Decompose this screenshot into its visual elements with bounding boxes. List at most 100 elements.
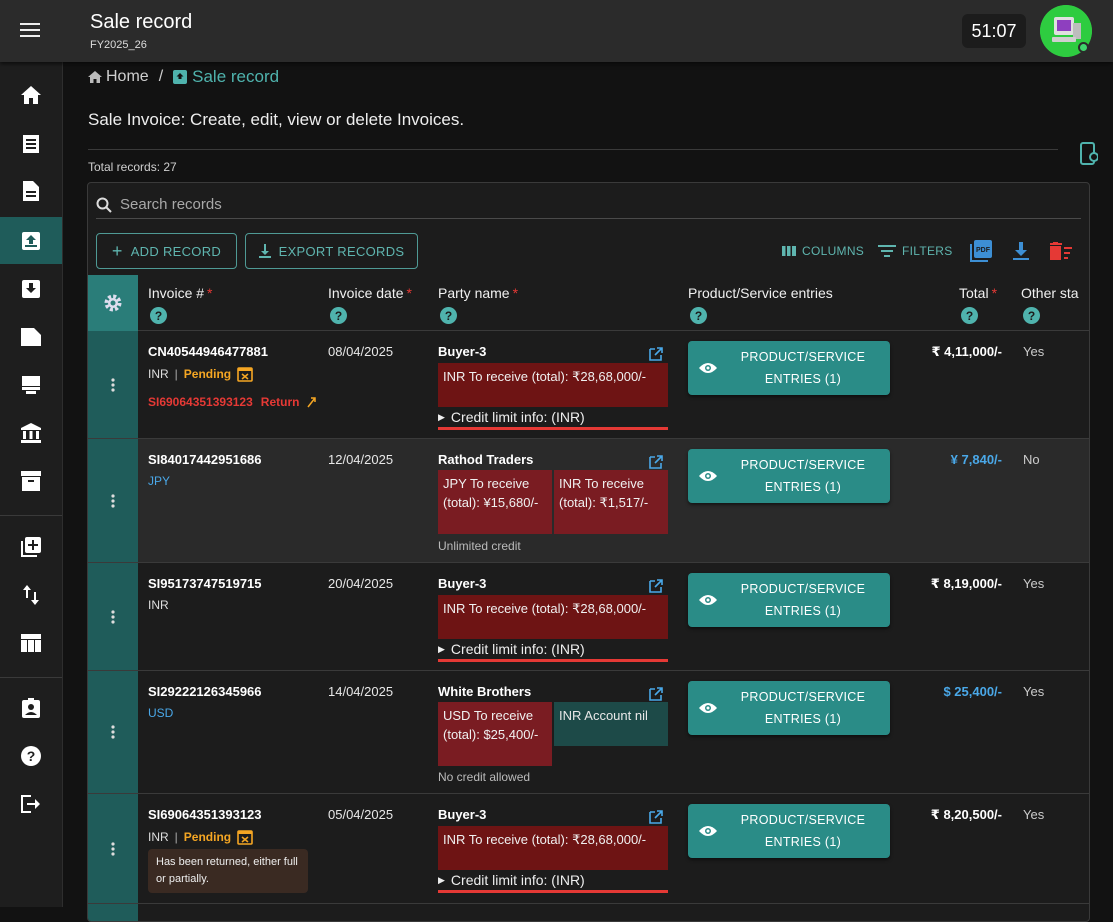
search-input[interactable] (120, 196, 820, 213)
party-name[interactable]: Rathod Traders (438, 452, 534, 467)
pdf-icon[interactable]: PDF (969, 239, 993, 263)
return-reference[interactable]: SI69064351393123 Return (148, 395, 317, 409)
entries-label-line2: ENTRIES (1) (764, 712, 842, 726)
delete-sweep-icon[interactable] (1049, 239, 1073, 263)
help-icon[interactable]: ? (1023, 307, 1040, 324)
party-name[interactable]: Buyer-3 (438, 344, 487, 359)
add-record-label: ADD RECORD (130, 243, 222, 259)
svg-text:PDF: PDF (976, 247, 991, 254)
entries-label-line1: PRODUCT/SERVICE (740, 350, 866, 364)
download-icon[interactable] (1009, 239, 1033, 263)
table-row[interactable]: SI84017442951686 JPY 12/04/2025 Rathod T… (88, 439, 1089, 563)
pos-icon[interactable] (0, 361, 62, 408)
table-row[interactable]: SI69064351393123 INR | Pending Has been re… (88, 794, 1089, 904)
help-icon[interactable]: ? (150, 307, 167, 324)
entries-label-line2: ENTRIES (1) (764, 372, 842, 386)
column-total[interactable]: Total * (959, 285, 997, 301)
entries-label: PRODUCT/SERVICE ENTRIES (1) (728, 578, 890, 622)
calendar-cancel-icon (237, 830, 253, 845)
archive-icon[interactable] (0, 457, 62, 504)
swap-icon[interactable] (0, 571, 62, 618)
help-icon[interactable]: ? (0, 732, 62, 779)
gear-icon[interactable] (88, 275, 138, 331)
party-name[interactable]: White Brothers (438, 684, 532, 699)
product-service-entries-button[interactable]: PRODUCT/SERVICE ENTRIES (1) (688, 449, 890, 503)
help-icon[interactable]: ? (961, 307, 978, 324)
open-in-new-icon[interactable] (648, 578, 664, 594)
open-in-new-icon[interactable] (648, 809, 664, 825)
invoice-currency: INR | Pending (148, 829, 253, 845)
app-bar: Sale record FY2025_26 51:07 (0, 0, 1113, 62)
credit-limit-toggle[interactable]: ▶ Credit limit info: (INR) (438, 872, 668, 888)
credit-limit-toggle[interactable]: ▶ Credit limit info: (INR) (438, 409, 668, 425)
product-service-entries-button[interactable]: PRODUCT/SERVICE ENTRIES (1) (688, 804, 890, 858)
credit-limit-toggle[interactable]: ▶ Credit limit info: (INR) (438, 641, 668, 657)
add-record-button[interactable]: + ADD RECORD (96, 233, 237, 269)
breadcrumb-home[interactable]: Home (88, 68, 149, 86)
column-party[interactable]: Party name * (438, 285, 518, 301)
invoice-currency: INR (148, 598, 169, 612)
invoice-currency[interactable]: USD (148, 706, 173, 720)
invoice-total: ₹ 8,19,000/- (930, 576, 1002, 591)
svg-text:?: ? (155, 309, 162, 323)
credit-limit-label: Credit limit info: (INR) (450, 641, 585, 657)
open-in-new-icon[interactable] (648, 454, 664, 470)
svg-text:?: ? (695, 309, 702, 323)
device-settings-icon[interactable] (1074, 138, 1104, 170)
row-actions-icon[interactable] (88, 794, 138, 903)
entries-label: PRODUCT/SERVICE ENTRIES (1) (728, 686, 890, 730)
help-icon[interactable]: ? (330, 307, 347, 324)
open-in-new-icon[interactable] (648, 686, 664, 702)
row-actions-icon[interactable] (88, 331, 138, 438)
invoice-number: SI95173747519715 (148, 576, 262, 591)
logout-icon[interactable] (0, 780, 62, 827)
required-mark: * (207, 285, 213, 301)
sale-record-icon[interactable] (0, 217, 62, 264)
document-icon[interactable] (0, 167, 62, 214)
table-row[interactable]: SI95173747519715 INR 20/04/2025 Buyer-3 … (88, 563, 1089, 671)
filters-button[interactable]: FILTERS (878, 239, 953, 263)
party-name[interactable]: Buyer-3 (438, 807, 487, 822)
row-actions-icon[interactable] (88, 439, 138, 562)
column-invoice[interactable]: Invoice # * (148, 285, 213, 301)
contact-icon[interactable] (0, 684, 62, 731)
column-entries[interactable]: Product/Service entries (688, 285, 833, 301)
table-row[interactable]: SI29222126345966 USD 14/04/2025 White Br… (88, 671, 1089, 794)
invoice-currency[interactable]: JPY (148, 474, 170, 488)
add-library-icon[interactable] (0, 523, 62, 570)
columns-button[interactable]: COLUMNS (782, 239, 864, 263)
row-actions-icon[interactable] (88, 671, 138, 793)
invoice-number: SI69064351393123 (148, 807, 262, 822)
column-other[interactable]: Other sta (1021, 285, 1079, 301)
table-row[interactable]: CN40544946477881 INR | Pending SI690643513… (88, 331, 1089, 439)
entries-label-line1: PRODUCT/SERVICE (740, 582, 866, 596)
row-actions-icon[interactable] (88, 563, 138, 670)
label-icon[interactable] (0, 313, 62, 360)
online-status-dot (1078, 42, 1089, 53)
home-icon[interactable] (0, 71, 62, 118)
required-mark: * (512, 285, 519, 301)
party-name[interactable]: Buyer-3 (438, 576, 487, 591)
invoice-date: 05/04/2025 (328, 807, 394, 822)
help-icon[interactable]: ? (690, 307, 707, 324)
product-service-entries-button[interactable]: PRODUCT/SERVICE ENTRIES (1) (688, 573, 890, 627)
amount-due: INR To receive (total): ₹28,68,000/- (438, 595, 668, 639)
entries-label-line1: PRODUCT/SERVICE (740, 690, 866, 704)
credit-note: Unlimited credit (438, 539, 521, 553)
purchase-record-icon[interactable] (0, 265, 62, 312)
product-service-entries-button[interactable]: PRODUCT/SERVICE ENTRIES (1) (688, 341, 890, 395)
receipt-icon[interactable] (0, 120, 62, 167)
table-icon[interactable] (0, 619, 62, 666)
entries-label: PRODUCT/SERVICE ENTRIES (1) (728, 809, 890, 853)
column-date[interactable]: Invoice date * (328, 285, 412, 301)
menu-icon[interactable] (12, 12, 48, 48)
credit-limit-label: Credit limit info: (INR) (450, 409, 585, 425)
help-icon[interactable]: ? (440, 307, 457, 324)
columns-label: COLUMNS (802, 244, 865, 258)
column-total-label: Total (959, 285, 989, 301)
export-records-button[interactable]: EXPORT RECORDS (245, 233, 418, 269)
open-in-new-icon[interactable] (648, 346, 664, 362)
bank-icon[interactable] (0, 409, 62, 456)
invoice-date: 20/04/2025 (328, 576, 394, 591)
product-service-entries-button[interactable]: PRODUCT/SERVICE ENTRIES (1) (688, 681, 890, 735)
